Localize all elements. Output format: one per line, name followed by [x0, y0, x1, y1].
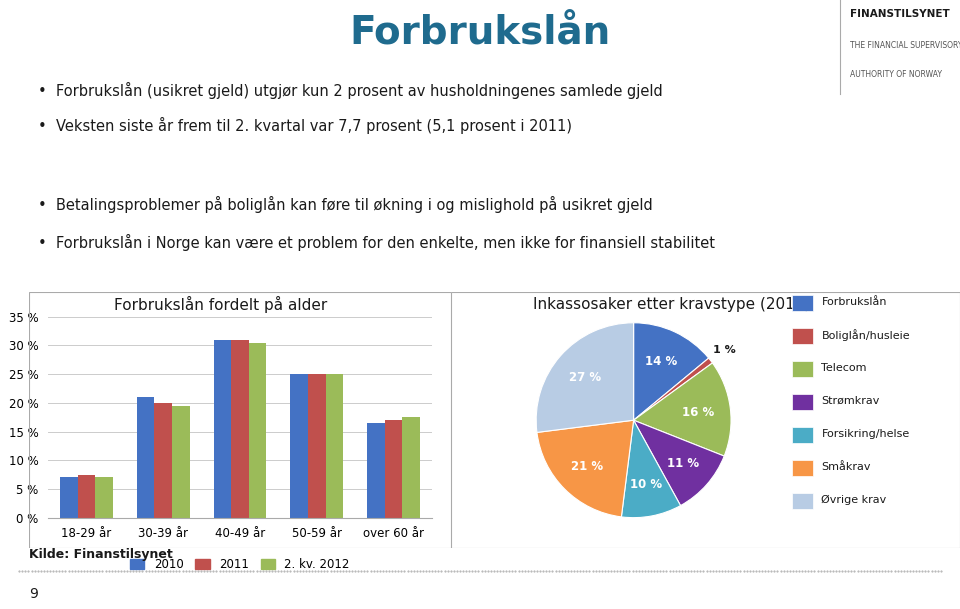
Bar [792, 493, 813, 509]
Bar [385, 420, 402, 518]
Wedge shape [634, 358, 712, 420]
Wedge shape [634, 420, 724, 505]
Text: AUTHORITY OF NORWAY: AUTHORITY OF NORWAY [850, 70, 942, 79]
Bar [249, 342, 267, 518]
Text: •  Forbrukslån (usikret gjeld) utgjør kun 2 prosent av husholdningenes samlede g: • Forbrukslån (usikret gjeld) utgjør kun… [38, 82, 663, 99]
Legend: 2010, 2011, 2. kv. 2012: 2010, 2011, 2. kv. 2012 [126, 554, 354, 576]
Bar [792, 361, 813, 377]
Bar [172, 406, 190, 518]
Bar [402, 417, 420, 518]
Text: Kilde: Finanstilsynet: Kilde: Finanstilsynet [29, 547, 173, 561]
Wedge shape [537, 323, 634, 432]
Bar [136, 397, 155, 518]
Y-axis label: Andel forbrukslån: Andel forbrukslån [0, 365, 3, 470]
Bar [213, 340, 231, 518]
Text: 10 %: 10 % [630, 478, 661, 491]
Text: 14 %: 14 % [645, 354, 678, 368]
Text: Småkrav: Småkrav [822, 462, 871, 472]
Text: 16 %: 16 % [683, 406, 714, 418]
Text: Forbrukslån: Forbrukslån [349, 15, 611, 52]
Text: Forbrukslån fordelt på alder: Forbrukslån fordelt på alder [114, 296, 327, 313]
Text: THE FINANCIAL SUPERVISORY: THE FINANCIAL SUPERVISORY [850, 41, 960, 50]
Bar [290, 374, 308, 518]
Text: Inkassosaker etter kravstype (2011): Inkassosaker etter kravstype (2011) [534, 297, 810, 312]
Wedge shape [621, 420, 681, 518]
Bar [792, 328, 813, 344]
Text: 1 %: 1 % [713, 345, 735, 354]
Bar [792, 394, 813, 410]
Bar [792, 295, 813, 311]
Text: Øvrige krav: Øvrige krav [822, 495, 887, 505]
Text: Forbrukslån: Forbrukslån [822, 297, 887, 306]
Text: FINANSTILSYNET: FINANSTILSYNET [850, 9, 949, 19]
Bar [60, 477, 78, 518]
Bar [308, 374, 325, 518]
Bar [367, 423, 385, 518]
Bar [792, 427, 813, 443]
Wedge shape [634, 363, 731, 456]
Text: Telecom: Telecom [822, 363, 867, 373]
Bar [325, 374, 344, 518]
Text: •  Veksten siste år frem til 2. kvartal var 7,7 prosent (5,1 prosent i 2011): • Veksten siste år frem til 2. kvartal v… [38, 117, 572, 134]
Text: 21 %: 21 % [571, 460, 604, 473]
Bar [155, 403, 172, 518]
Text: •  Betalingsproblemer på boliglån kan føre til økning i og mislighold på usikret: • Betalingsproblemer på boliglån kan før… [38, 196, 653, 213]
Text: Forsikring/helse: Forsikring/helse [822, 429, 910, 439]
Bar [78, 474, 95, 518]
Text: 27 %: 27 % [568, 370, 601, 384]
Bar [231, 340, 249, 518]
Text: Boliglån/husleie: Boliglån/husleie [822, 329, 910, 340]
Text: •  Forbrukslån i Norge kan være et problem for den enkelte, men ikke for finansi: • Forbrukslån i Norge kan være et proble… [38, 234, 715, 251]
Text: 9: 9 [29, 587, 37, 601]
Bar [792, 460, 813, 476]
Text: Strømkrav: Strømkrav [822, 396, 879, 406]
Text: 11 %: 11 % [666, 457, 699, 470]
Wedge shape [537, 420, 634, 517]
Wedge shape [634, 323, 708, 420]
Bar [95, 477, 113, 518]
